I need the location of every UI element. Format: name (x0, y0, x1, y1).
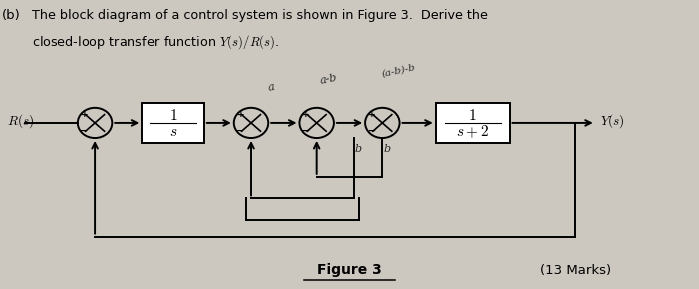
Text: −: − (368, 126, 375, 136)
Text: (a-b)-b: (a-b)-b (381, 62, 417, 78)
Text: b: b (384, 144, 391, 154)
Text: The block diagram of a control system is shown in Figure 3.  Derive the: The block diagram of a control system is… (32, 9, 488, 22)
FancyBboxPatch shape (435, 103, 510, 143)
Text: Figure 3: Figure 3 (317, 263, 382, 277)
Text: (b): (b) (2, 9, 21, 22)
Text: $s$: $s$ (169, 124, 178, 139)
Text: a-b: a-b (319, 72, 338, 86)
Text: −: − (302, 126, 310, 136)
Text: $s+2$: $s+2$ (456, 123, 489, 140)
Text: −: − (80, 126, 89, 136)
Text: closed-loop transfer function $Y(s)/R(s)$.: closed-loop transfer function $Y(s)/R(s)… (32, 33, 279, 51)
Text: −: − (236, 126, 245, 136)
Text: $Y(s)$: $Y(s)$ (600, 113, 625, 130)
Text: a: a (267, 81, 276, 93)
Text: $1$: $1$ (168, 108, 178, 123)
Text: $1$: $1$ (468, 108, 477, 123)
Text: (13 Marks): (13 Marks) (540, 264, 611, 277)
Text: +: + (80, 110, 88, 119)
Text: +: + (302, 110, 310, 119)
Text: +: + (236, 110, 244, 119)
Text: $R(s)$: $R(s)$ (7, 113, 34, 130)
Text: +: + (368, 110, 375, 119)
FancyBboxPatch shape (143, 103, 204, 143)
Text: b: b (354, 144, 361, 154)
